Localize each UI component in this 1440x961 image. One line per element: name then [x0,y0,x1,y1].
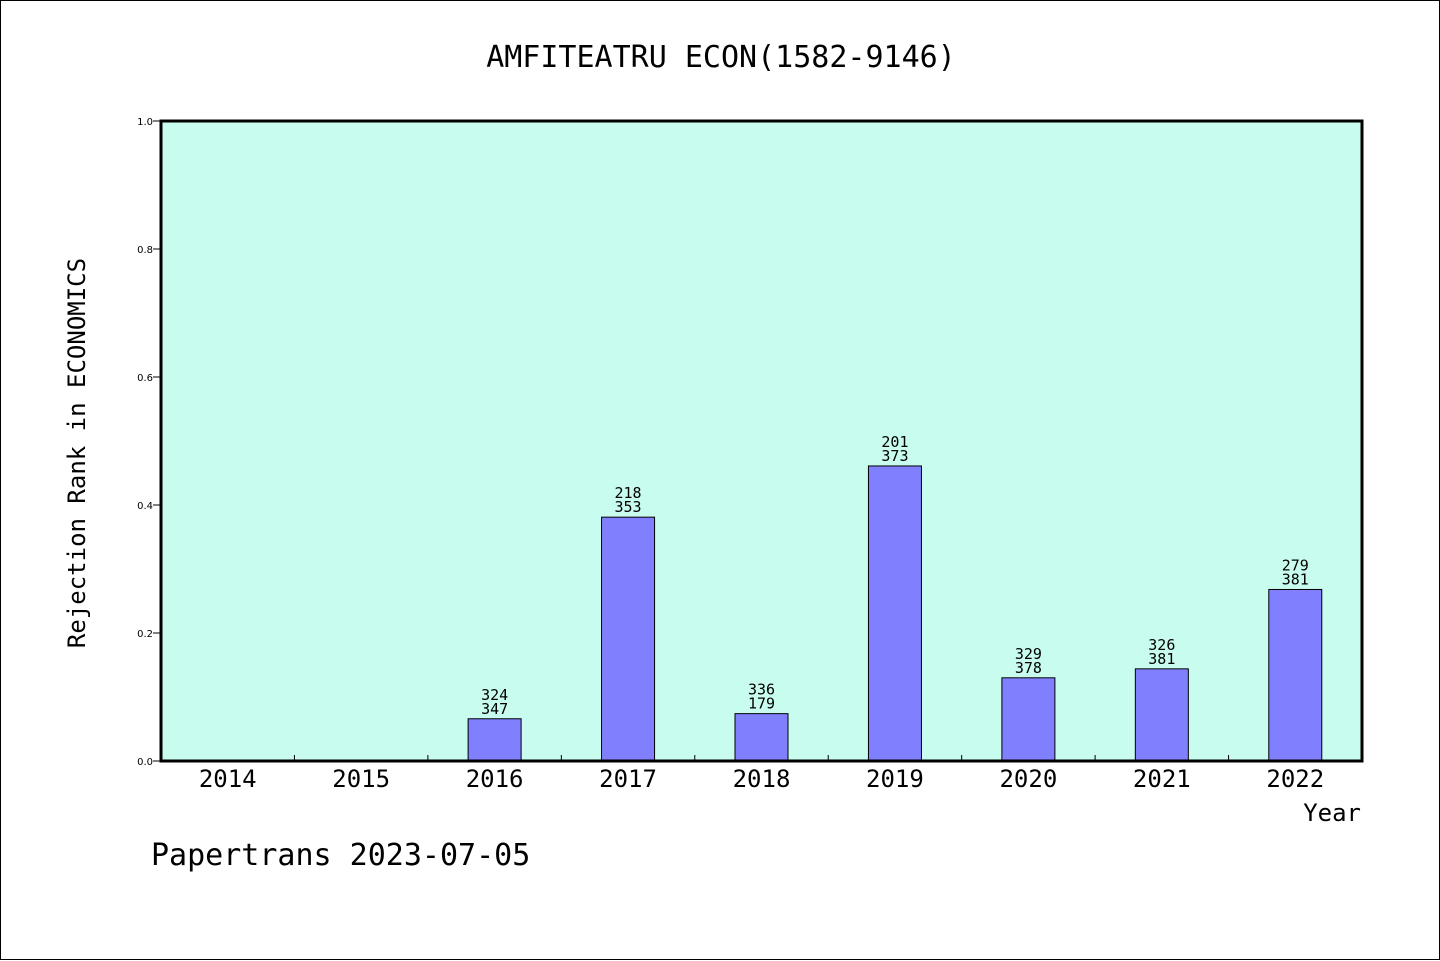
x-tick-label: 2015 [332,765,390,793]
x-tick-label: 2020 [999,765,1057,793]
bar-label-top: 201 [881,433,908,451]
bar-label-bottom: 381 [1282,570,1309,588]
y-tick-label: 0.8 [137,245,153,256]
bars-group: 3243472183533361792013733293783263812793… [467,433,1323,762]
y-tick-label: 0.0 [137,757,153,768]
bar-2016 [467,718,522,762]
y-tick-label: 0.4 [137,501,153,512]
x-axis-ticks: 2014 2015 2016 2017 2018 2019 2020 2021 2022 [199,755,1324,793]
bar-2020 [1001,677,1056,762]
bar-2022 [1268,588,1323,762]
y-tick-label: 0.2 [137,629,153,640]
y-tick-label: 0.6 [137,373,153,384]
x-tick-label: 2017 [599,765,657,793]
bar-label-bottom: 179 [748,695,775,713]
y-tick-label: 1.0 [137,117,153,128]
x-tick-label: 2016 [466,765,524,793]
bar-2017 [601,516,656,762]
bar-label-top: 324 [481,686,508,704]
bar-2019 [867,465,922,762]
bar-2021 [1134,668,1189,762]
bar-label-top: 218 [615,484,642,502]
plot-area [161,121,1362,761]
x-tick-label: 2018 [733,765,791,793]
bar-label-top: 336 [748,681,775,699]
plot-border [159,119,1364,763]
bar-label-bottom: 373 [881,447,908,465]
bar-label-top: 326 [1148,636,1175,654]
bar-label-bottom: 381 [1148,650,1175,668]
y-axis-label: Rejection Rank in ECONOMICS [63,258,91,648]
bar-label-bottom: 378 [1015,659,1042,677]
x-tick-label: 2021 [1133,765,1191,793]
bar-label-top: 279 [1282,556,1309,574]
bar-label-bottom: 347 [481,700,508,718]
x-tick-label: 2019 [866,765,924,793]
y-axis-ticks: 0.0 0.2 0.4 0.6 0.8 1.0 [137,117,161,768]
bar-label-top: 329 [1015,645,1042,663]
footer-stamp: Papertrans 2023-07-05 [151,838,530,873]
bar-2018 [734,713,789,762]
bar-label-bottom: 353 [615,498,642,516]
x-tick-label: 2022 [1266,765,1324,793]
x-axis-label: Year [1303,799,1361,827]
x-tick-label: 2014 [199,765,257,793]
chart-title: AMFITEATRU ECON(1582-9146) [486,40,956,75]
